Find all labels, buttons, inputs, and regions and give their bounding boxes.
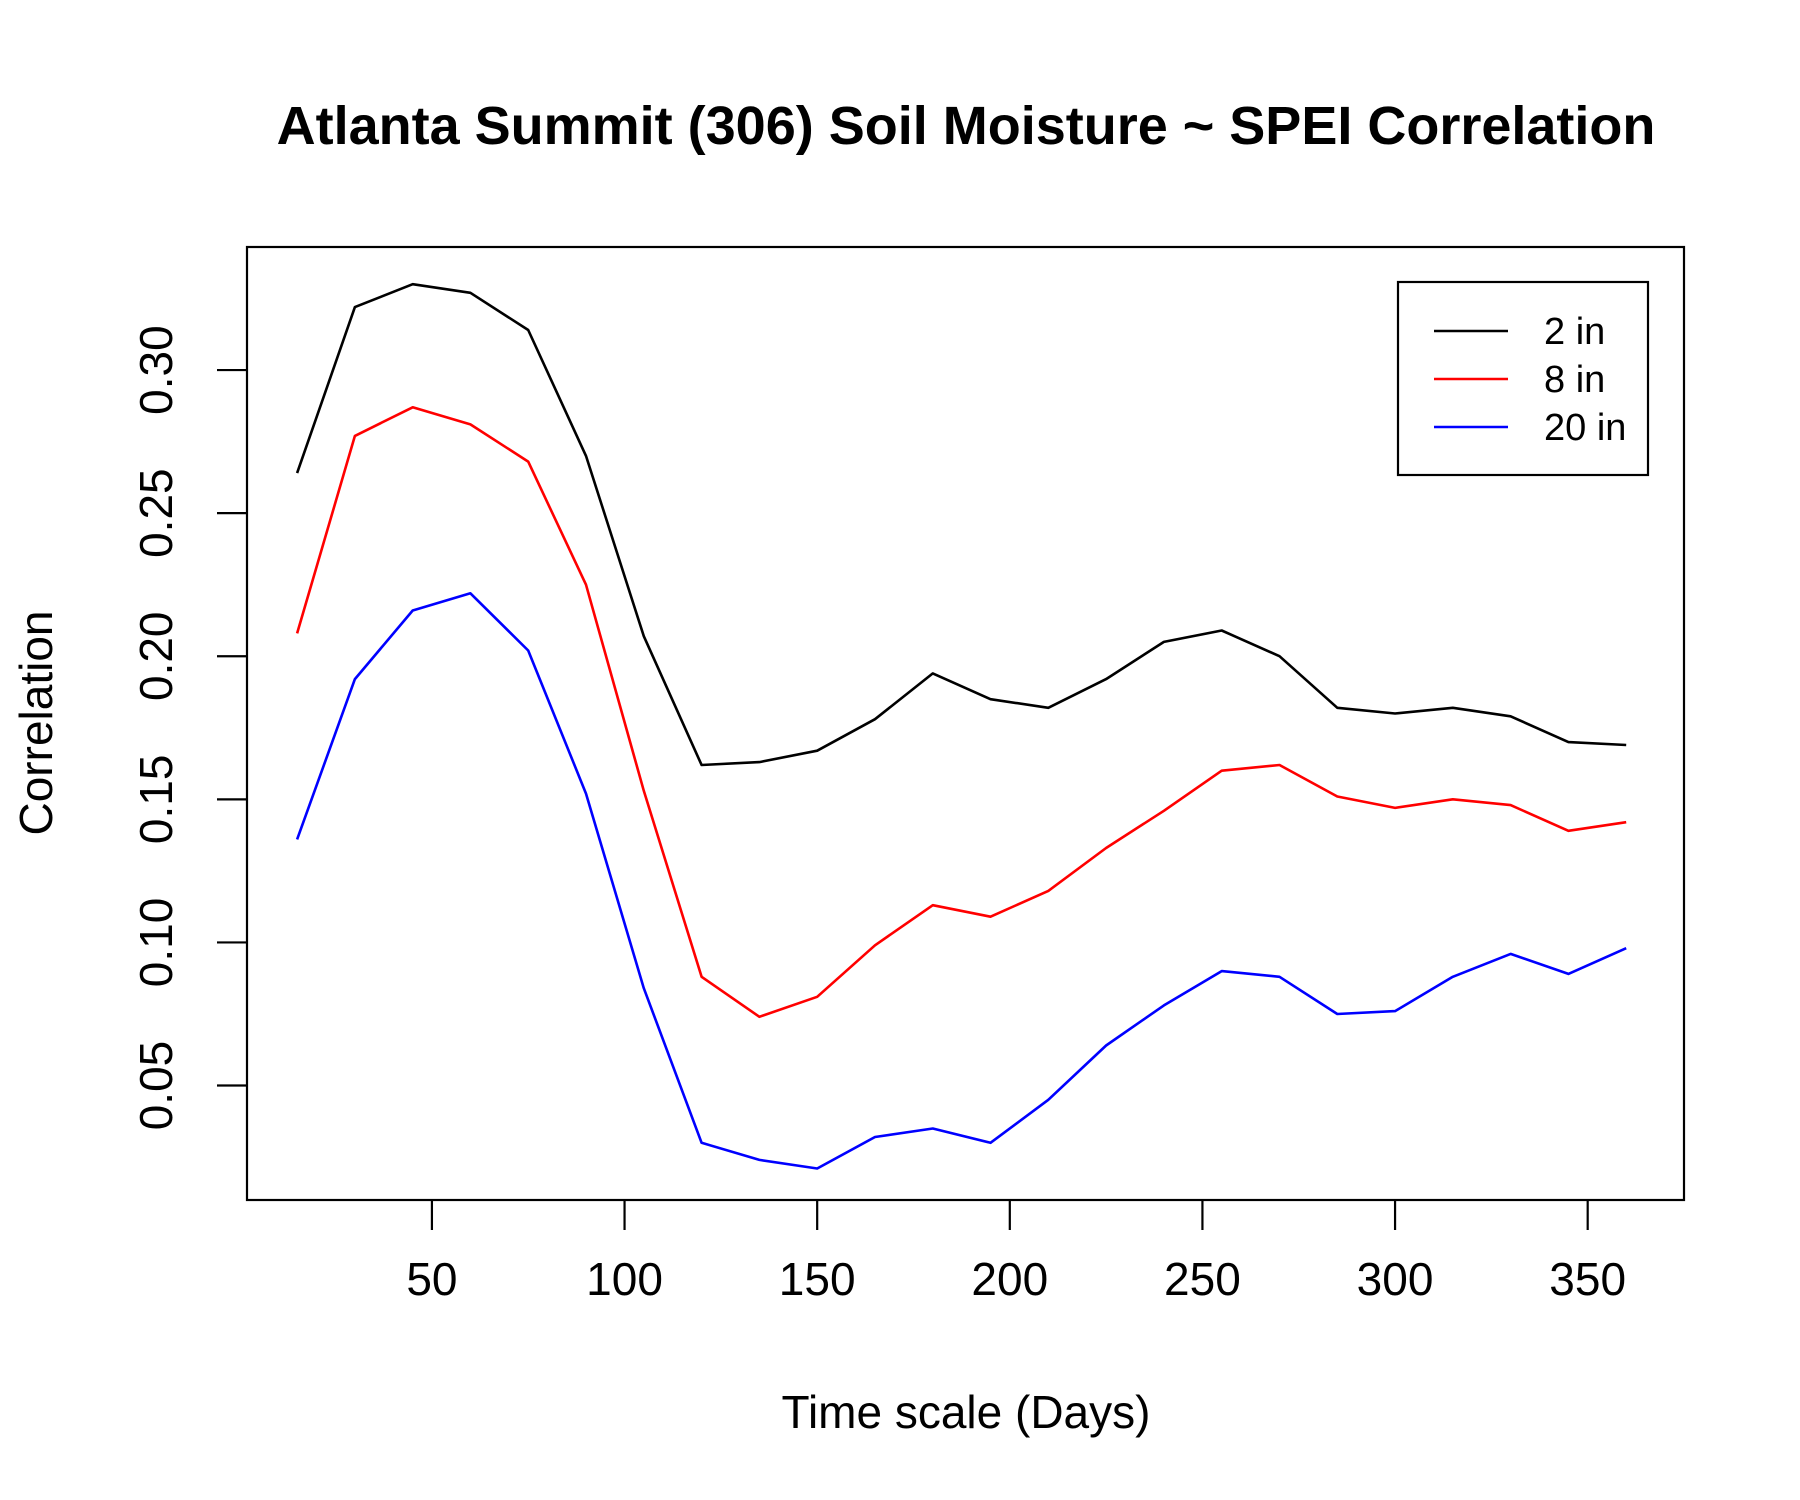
y-tick-label: 0.10 [130, 898, 182, 988]
y-tick-label: 0.25 [130, 468, 182, 558]
y-tick-label: 0.05 [130, 1041, 182, 1131]
series-line-1 [295, 282, 1627, 767]
legend-label: 20 in [1544, 407, 1626, 449]
y-axis: 0.05 0.10 0.15 0.20 0.25 0.30 [130, 325, 247, 1130]
y-tick-label: 0.20 [130, 611, 182, 701]
x-tick-label: 50 [406, 1253, 457, 1305]
x-tick-label: 300 [1357, 1253, 1434, 1305]
plot-frame [245, 245, 1686, 1202]
x-axis-title: Time scale (Days) [782, 1386, 1151, 1438]
y-axis-title: Correlation [10, 611, 62, 836]
legend-label: 8 in [1544, 359, 1605, 401]
x-axis: 50 100 150 200 250 300 350 [406, 1200, 1626, 1305]
y-tick-label: 0.30 [130, 325, 182, 415]
legend-label: 2 in [1544, 311, 1605, 353]
legend: 2 in 8 in 20 in [1396, 280, 1650, 477]
x-tick-label: 250 [1164, 1253, 1241, 1305]
series-line-3 [295, 591, 1627, 1170]
x-tick-label: 200 [971, 1253, 1048, 1305]
chart-title: Atlanta Summit (306) Soil Moisture ~ SPE… [277, 96, 1656, 156]
y-tick-label: 0.15 [130, 755, 182, 845]
series-line-2 [295, 405, 1627, 1019]
x-tick-label: 150 [779, 1253, 856, 1305]
x-tick-label: 350 [1549, 1253, 1626, 1305]
series-lines [295, 282, 1627, 1170]
x-tick-label: 100 [586, 1253, 663, 1305]
